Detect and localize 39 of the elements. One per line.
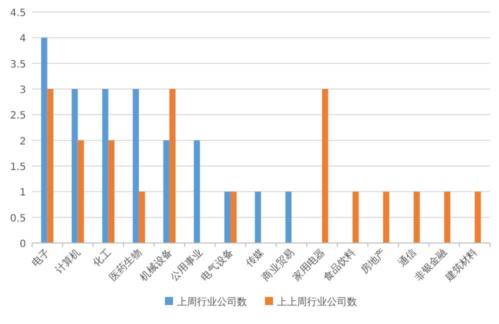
x-tick-label: 传媒 bbox=[244, 247, 266, 270]
bar bbox=[352, 192, 359, 243]
bar bbox=[72, 89, 78, 243]
y-tick-label: 3 bbox=[20, 85, 26, 96]
bar bbox=[254, 192, 261, 243]
y-tick-label: 0 bbox=[20, 239, 26, 250]
bar bbox=[138, 192, 145, 243]
legend-label: 上周行业公司数 bbox=[177, 296, 247, 308]
y-tick-label: 1.5 bbox=[10, 162, 26, 173]
bar bbox=[41, 38, 48, 243]
bar bbox=[169, 89, 176, 243]
y-tick-label: 4 bbox=[20, 34, 26, 45]
x-tick-label: 化工 bbox=[90, 246, 114, 270]
y-tick-label: 3.5 bbox=[10, 59, 26, 70]
bar bbox=[285, 192, 292, 243]
x-tick-label: 电子 bbox=[30, 246, 52, 270]
y-tick-label: 2 bbox=[20, 136, 26, 148]
bar bbox=[444, 192, 450, 243]
bar bbox=[108, 140, 114, 243]
bar bbox=[132, 89, 139, 243]
bar bbox=[414, 192, 420, 243]
bar bbox=[474, 192, 481, 243]
y-tick-label: 0.5 bbox=[10, 213, 26, 224]
x-tick-label: 通信 bbox=[396, 246, 419, 270]
bar bbox=[47, 89, 54, 243]
x-tick-label: 房地产 bbox=[358, 246, 388, 276]
bar bbox=[383, 192, 390, 243]
bar bbox=[224, 192, 230, 243]
bar bbox=[163, 140, 170, 243]
x-tick-label: 计算机 bbox=[53, 246, 83, 276]
legend-label: 上上周行业公司数 bbox=[277, 296, 357, 308]
bar bbox=[230, 192, 237, 243]
y-tick-label: 4.5 bbox=[10, 8, 26, 19]
bar bbox=[102, 89, 108, 243]
bar bbox=[78, 140, 84, 243]
y-tick-label: 2.5 bbox=[10, 110, 26, 122]
bar bbox=[322, 89, 328, 243]
bar bbox=[194, 140, 200, 243]
y-tick-label: 1 bbox=[20, 188, 26, 199]
